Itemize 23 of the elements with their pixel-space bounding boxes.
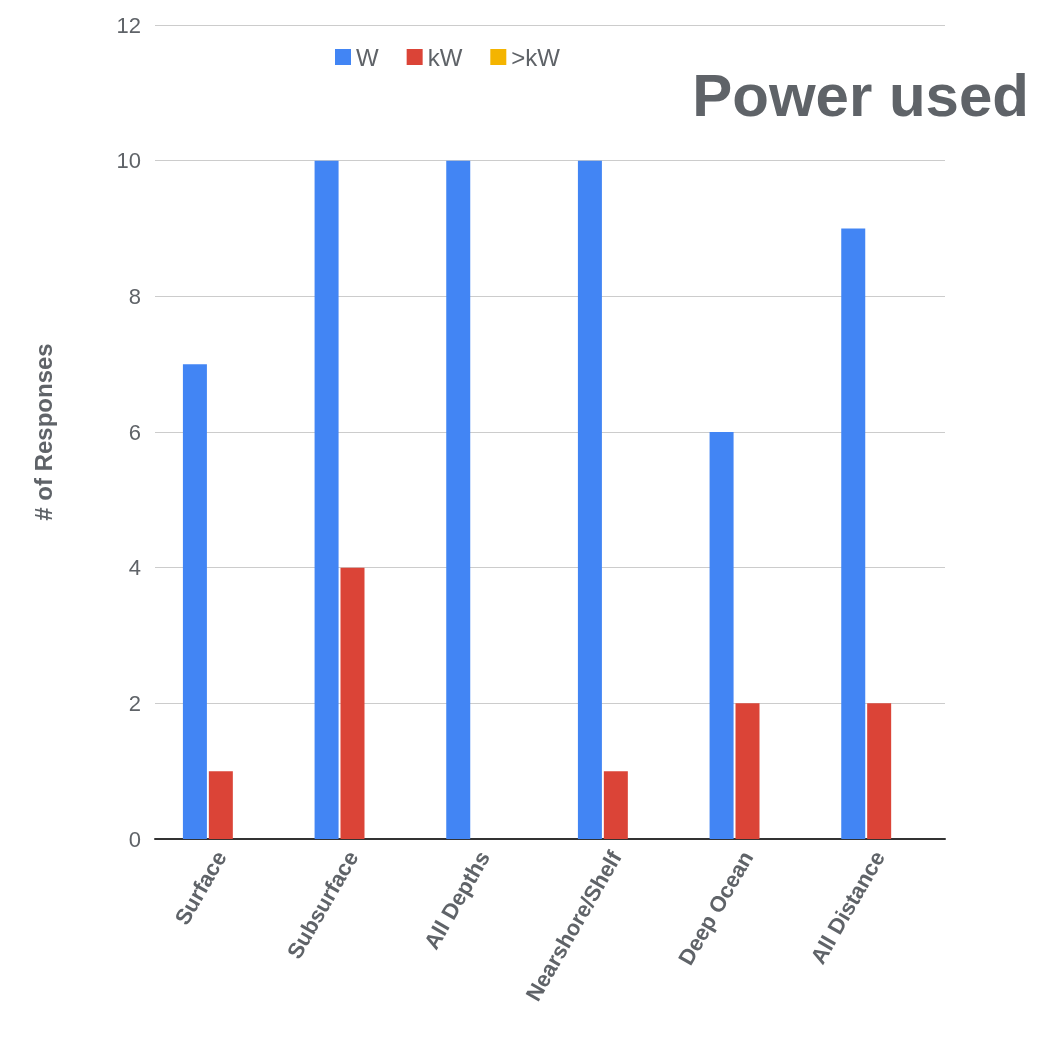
bar (841, 228, 866, 839)
bar (208, 771, 233, 839)
y-tick-label: 0 (128, 826, 141, 852)
bar (446, 160, 471, 839)
bar (709, 432, 734, 839)
y-tick-label: 6 (128, 419, 141, 445)
y-tick-label: 2 (128, 690, 141, 716)
y-tick-label: 12 (116, 12, 141, 38)
legend-label: kW (427, 43, 463, 71)
text: Power used (692, 61, 1030, 129)
y-tick-label: 4 (128, 555, 141, 581)
y-tick-label: 10 (116, 148, 141, 174)
legend-label: W (356, 43, 379, 71)
bar (603, 771, 628, 839)
bar (314, 160, 339, 839)
y-tick-label: 8 (128, 283, 141, 309)
legend-label: >kW (511, 43, 561, 71)
bar (867, 703, 892, 839)
bar (577, 160, 602, 839)
y-axis-title: # of Responses (29, 343, 57, 521)
bar (182, 364, 207, 839)
bar (340, 567, 365, 839)
bar (735, 703, 760, 839)
